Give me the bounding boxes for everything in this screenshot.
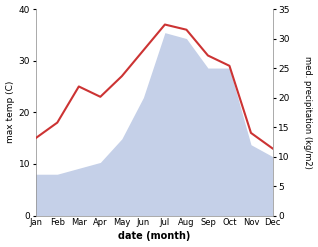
- Y-axis label: med. precipitation (kg/m2): med. precipitation (kg/m2): [303, 56, 313, 169]
- Y-axis label: max temp (C): max temp (C): [5, 81, 15, 144]
- X-axis label: date (month): date (month): [118, 231, 190, 242]
